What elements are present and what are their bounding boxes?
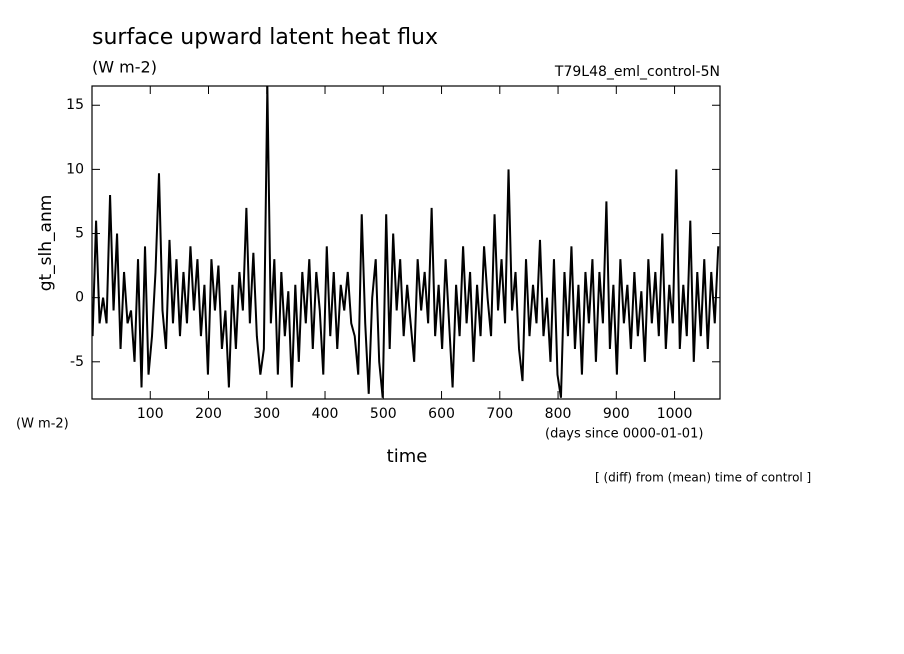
chart-title: surface upward latent heat flux <box>92 25 438 50</box>
x-units: (days since 0000-01-01) <box>545 427 703 442</box>
x-tick-label: 500 <box>370 406 397 422</box>
x-tick-label: 200 <box>195 406 222 422</box>
note: [ (diff) from (mean) time of control ] <box>595 471 811 485</box>
y-tick-label: 15 <box>66 97 84 113</box>
plot-frame <box>91 85 721 400</box>
y-tick-label: -5 <box>70 354 84 370</box>
y-tick-label: 5 <box>75 226 84 242</box>
x-tick-label: 300 <box>253 406 280 422</box>
y-tick-label: 0 <box>75 290 84 306</box>
data-line <box>92 86 720 398</box>
run-name: T79L48_eml_control-5N <box>554 64 720 80</box>
x-tick-label: 700 <box>486 406 513 422</box>
y-tick-label: 10 <box>66 161 84 177</box>
x-axis-label: time <box>387 446 428 467</box>
x-tick-label: 900 <box>603 406 630 422</box>
x-tick-label: 800 <box>545 406 572 422</box>
x-tick-label: 1000 <box>657 406 693 422</box>
x-tick-label: 600 <box>428 406 455 422</box>
units: (W m-2) <box>92 58 157 77</box>
x-tick-label: 400 <box>312 406 339 422</box>
x-tick-label: 100 <box>137 406 164 422</box>
y-axis-label: gt_slh_anm <box>36 195 56 292</box>
y-units: (W m-2) <box>16 417 69 432</box>
